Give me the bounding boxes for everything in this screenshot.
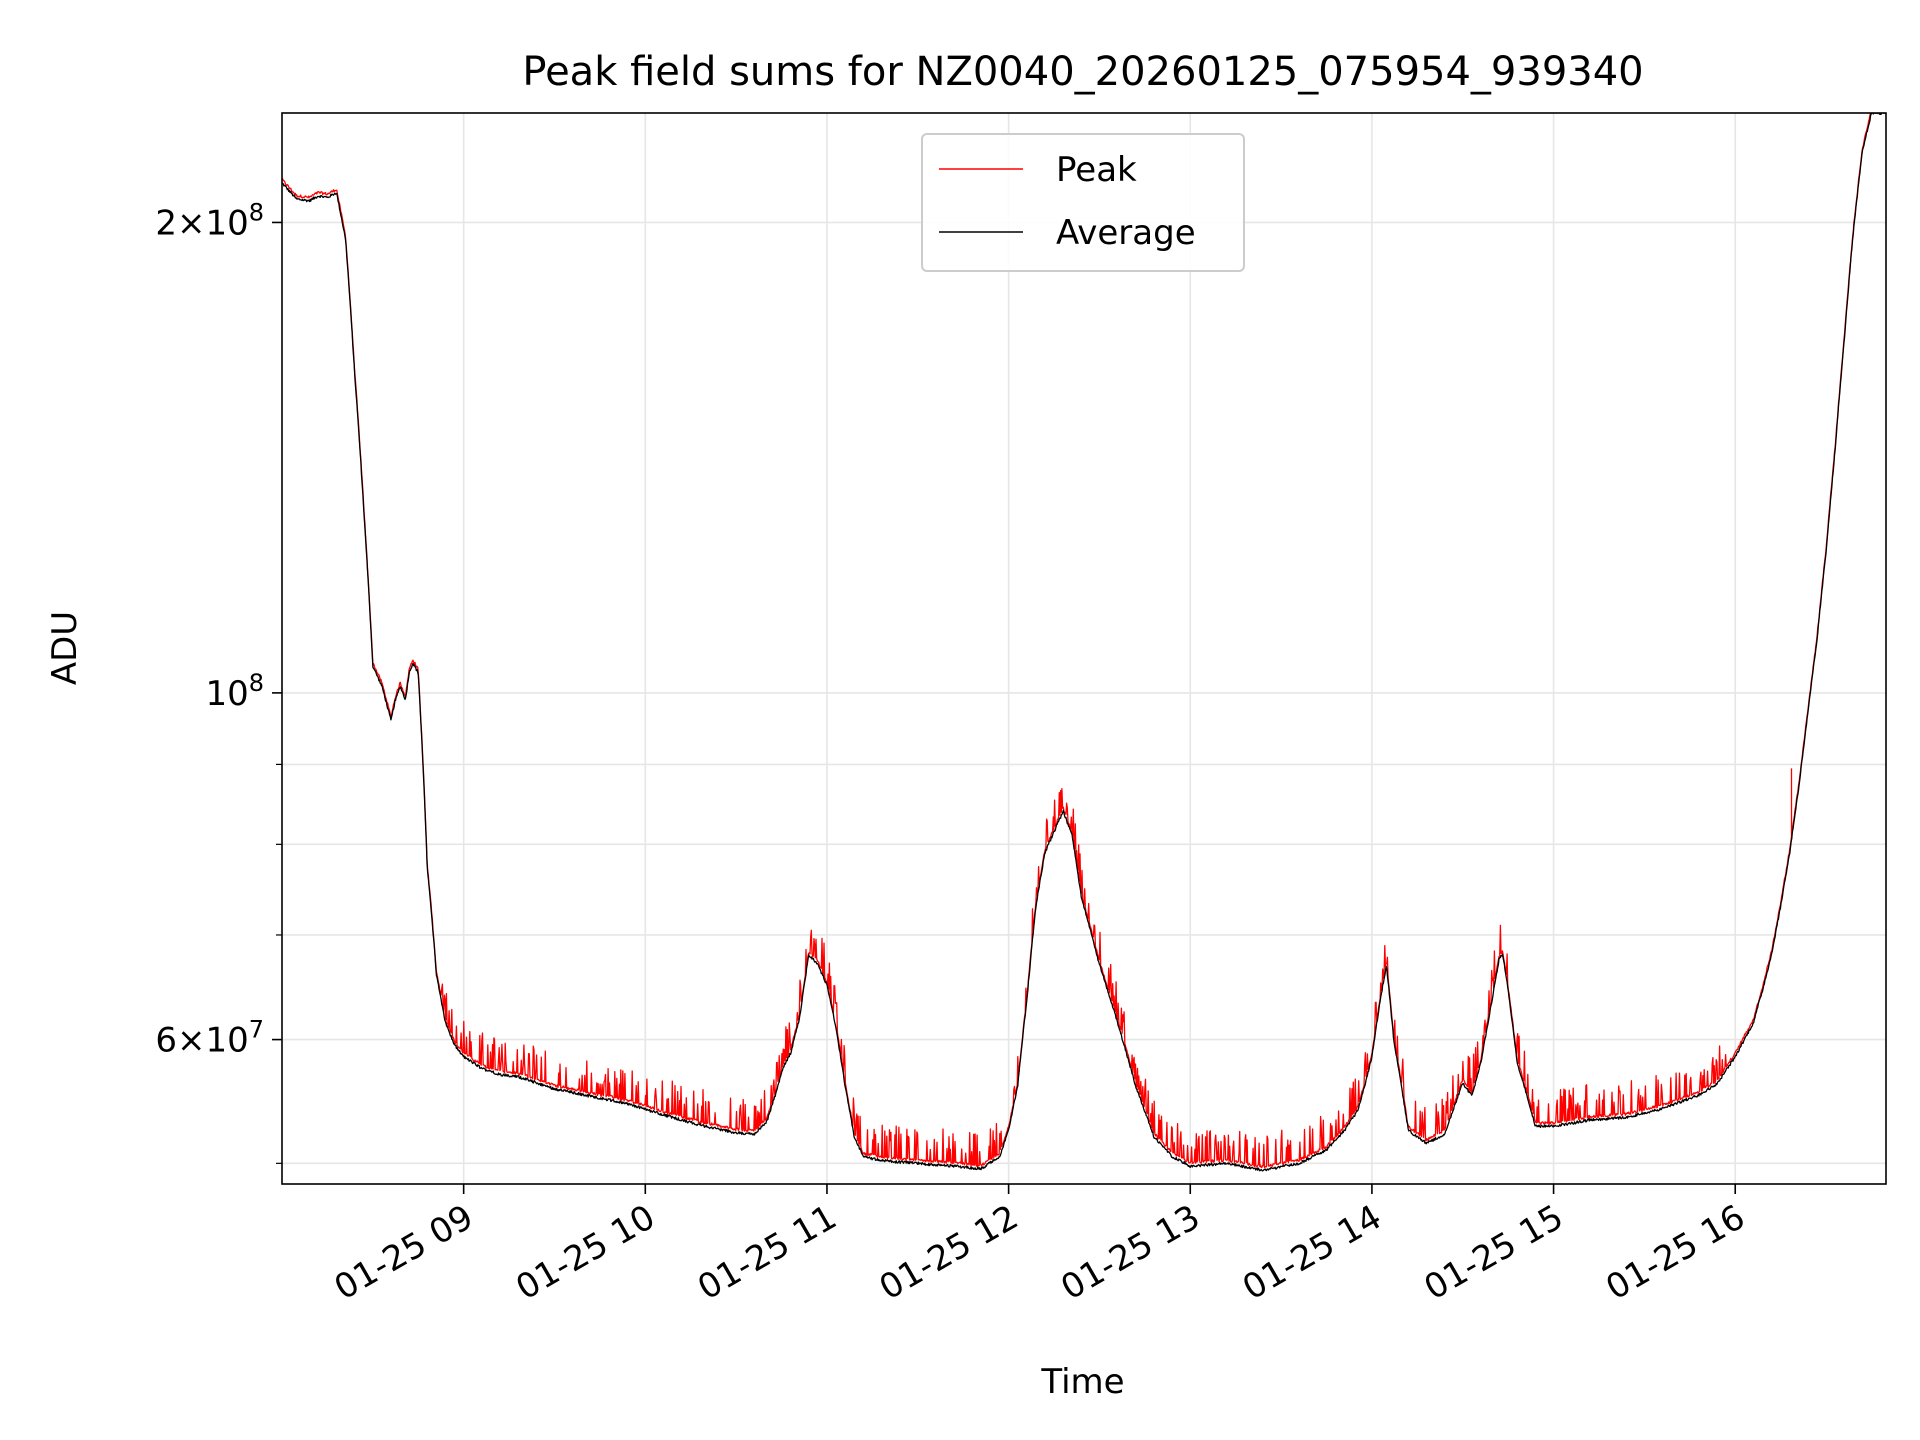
legend-box xyxy=(921,133,1245,272)
series-line-average xyxy=(282,113,1886,1172)
chart-title: Peak field sums for NZ0040_20260125_0759… xyxy=(522,49,1643,95)
y-axis-ticks: 6×107 108 2×108 xyxy=(155,198,282,1164)
series-layer xyxy=(282,113,1886,1172)
legend: Peak Average xyxy=(921,133,1245,272)
y-tick-label: 2×108 xyxy=(155,198,264,243)
legend-average-label: Average xyxy=(1056,213,1196,253)
x-axis-label: Time xyxy=(1040,1362,1124,1402)
plot-frame xyxy=(281,112,1887,1185)
y-axis-label: ADU xyxy=(45,611,85,685)
y-tick-label: 6×107 xyxy=(155,1016,264,1061)
legend-peak-label: Peak xyxy=(1056,150,1137,190)
y-tick-label: 108 xyxy=(205,669,264,714)
